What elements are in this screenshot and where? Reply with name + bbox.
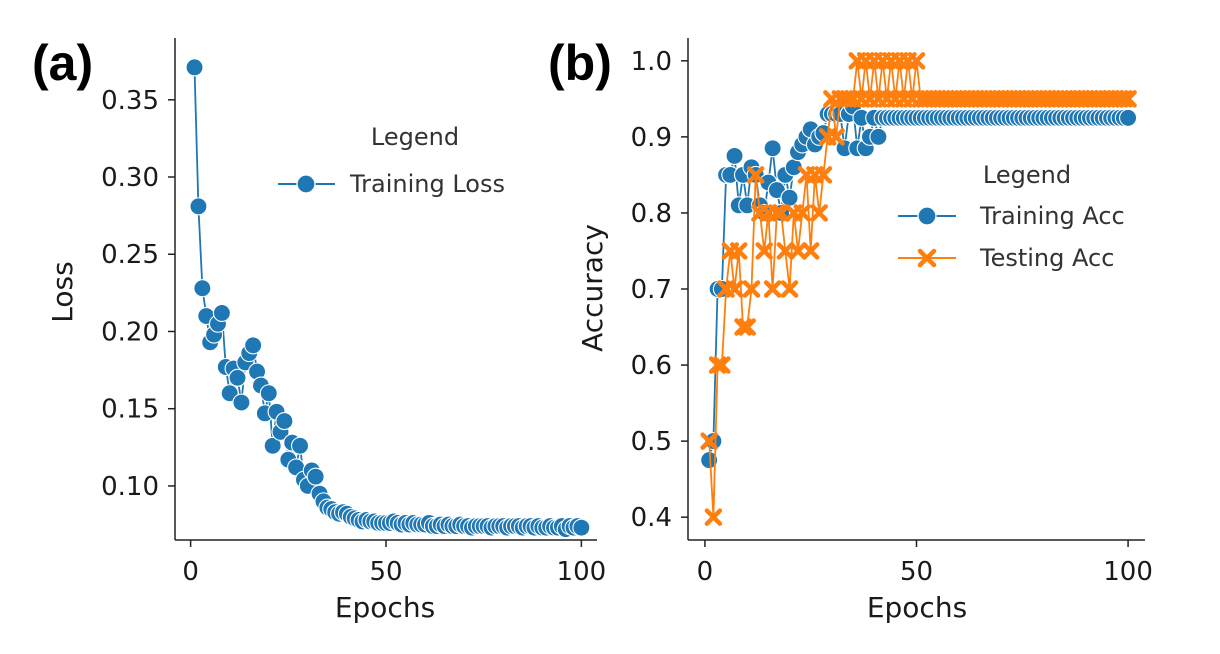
testing-acc-point	[768, 204, 786, 222]
panel-a-xtick-label: 100	[557, 557, 607, 587]
panel-a-ytick-label: 0.15	[101, 395, 159, 425]
panel-a-legend: Legend Training Loss	[278, 123, 505, 198]
training-loss-point	[193, 279, 212, 298]
training-loss-point	[275, 412, 294, 431]
panel-b-ytick-label: 0.5	[631, 427, 672, 457]
testing-acc-point	[827, 128, 845, 146]
training-loss-point	[244, 336, 263, 355]
panel-a-ytick-label: 0.20	[101, 317, 159, 347]
testing-acc-point	[755, 242, 773, 260]
panel-a-legend-circle-marker	[296, 174, 316, 194]
panel-a-legend-label: Training Loss	[349, 170, 505, 198]
testing-acc-point	[704, 508, 723, 526]
panel-a-legend-title: Legend	[371, 123, 459, 151]
panel-a-ytick-label: 0.35	[101, 86, 159, 116]
panel-b-ytick-label: 0.6	[631, 351, 672, 381]
testing-acc-point	[734, 318, 752, 336]
training-loss-point	[306, 467, 325, 486]
testing-acc-point	[742, 280, 761, 298]
training-loss-point	[259, 384, 278, 403]
panel-b-legend-label-test: Testing Acc	[979, 244, 1114, 272]
training-acc-point	[763, 139, 782, 158]
panel-b-ytick-label: 0.9	[631, 123, 672, 153]
testing-acc-point	[1119, 90, 1137, 108]
panel-b-accuracy-chart: (b) 0.40.50.60.70.80.91.0 0 50 100 Epochs …	[548, 35, 1153, 624]
testing-acc-point	[1115, 90, 1133, 108]
testing-acc-point	[814, 166, 833, 184]
panel-a-y-axis-label: Loss	[46, 261, 79, 322]
testing-acc-point	[746, 166, 765, 184]
training-acc-point	[1119, 108, 1138, 127]
training-loss-point	[212, 303, 231, 322]
testing-acc-point	[780, 280, 799, 298]
panel-b-xtick-label: 50	[900, 557, 933, 587]
panel-b-xtick-label: 0	[697, 557, 714, 587]
panel-a-ytick-label: 0.25	[101, 240, 159, 270]
panel-b-legend-label-train: Training Acc	[979, 202, 1125, 230]
training-loss-point	[232, 393, 251, 412]
testing-acc-point	[738, 318, 756, 336]
panel-a-ytick-label: 0.30	[101, 163, 159, 193]
testing-acc-point	[776, 242, 795, 260]
panel-b-ytick-label: 0.7	[631, 275, 672, 305]
testing-acc-point	[763, 280, 782, 298]
panel-b-legend-title: Legend	[983, 161, 1071, 189]
testing-acc-point	[810, 204, 828, 222]
training-acc-point	[780, 188, 799, 207]
training-loss-point	[185, 58, 204, 77]
testing-acc-point	[725, 280, 744, 298]
testing-acc-point	[713, 356, 731, 374]
panel-b-legend-x-marker	[917, 248, 937, 268]
testing-acc-point	[708, 356, 727, 374]
panel-b-ytick-label: 1.0	[631, 47, 672, 77]
panel-b-ytick-label: 0.4	[631, 503, 672, 533]
training-loss-point	[228, 368, 247, 387]
training-acc-point	[725, 146, 744, 165]
panel-b-xtick-label: 100	[1103, 557, 1153, 587]
training-loss-point	[189, 197, 208, 216]
panel-a-ytick-label: 0.10	[101, 472, 159, 502]
testing-acc-point	[700, 432, 718, 450]
panel-a-tag: (a)	[32, 35, 93, 91]
panel-b-ytick-label: 0.8	[631, 199, 672, 229]
panel-a-loss-chart: (a) 0.10 0.15 0.20 0.25 0.30 0.35 0 50 100 Epoc…	[32, 35, 606, 624]
testing-acc-point	[840, 90, 858, 108]
testing-acc-point	[730, 242, 748, 260]
panel-a-x-axis-label: Epochs	[335, 591, 435, 624]
panel-b-legend-circle-marker	[917, 206, 937, 226]
panel-a-xtick-label: 50	[369, 557, 402, 587]
training-loss-point	[290, 436, 310, 455]
testing-acc-point	[793, 204, 811, 222]
testing-acc-point	[907, 52, 926, 70]
testing-acc-point	[801, 242, 820, 260]
testing-acc-point	[772, 204, 790, 222]
testing-acc-point	[789, 242, 807, 260]
panel-b-y-axis-label: Accuracy	[576, 224, 609, 352]
training-loss-point	[263, 436, 282, 455]
training-acc-point	[869, 127, 888, 146]
panel-b-x-axis-label: Epochs	[867, 591, 967, 624]
panel-b-legend: Legend Training Acc Testing Acc	[898, 161, 1125, 272]
training-loss-point	[572, 518, 591, 537]
panel-a-xtick-label: 0	[182, 557, 199, 587]
panel-b-tag: (b)	[548, 35, 612, 91]
